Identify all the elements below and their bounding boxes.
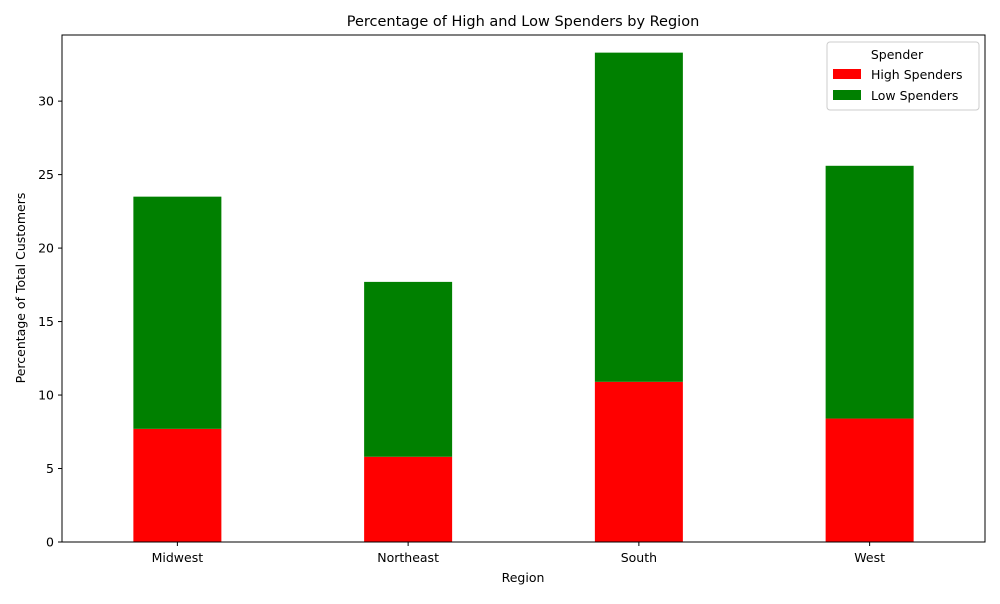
legend-items: High Spenders Low Spenders xyxy=(833,67,962,103)
bar-high-spenders-midwest xyxy=(133,428,222,542)
y-axis-label: Percentage of Total Customers xyxy=(13,193,28,384)
x-axis-label: Region xyxy=(502,570,545,585)
x-axis-ticks: Midwest Northeast South West xyxy=(152,542,885,565)
y-tick-label: 5 xyxy=(46,461,54,476)
legend-frame xyxy=(826,41,980,111)
x-tick-label: West xyxy=(854,550,885,565)
legend-swatch-high-spenders xyxy=(833,69,861,79)
legend-title: Spender xyxy=(871,47,924,62)
y-tick-label: 30 xyxy=(38,94,54,109)
y-tick-label: 10 xyxy=(38,388,54,403)
bar-high-spenders-south xyxy=(594,381,683,542)
x-tick-label: Midwest xyxy=(152,550,204,565)
legend-swatch-low-spenders xyxy=(833,90,861,100)
bars-group xyxy=(133,52,914,542)
legend-label-low-spenders: Low Spenders xyxy=(871,88,958,103)
bar-low-spenders-midwest xyxy=(133,196,222,429)
bar-high-spenders-west xyxy=(825,418,914,542)
plot-frame xyxy=(61,34,986,543)
bar-low-spenders-west xyxy=(825,165,914,419)
y-tick-label: 0 xyxy=(46,535,54,550)
y-tick-label: 15 xyxy=(38,314,54,329)
x-tick-label: Northeast xyxy=(377,550,439,565)
y-axis-ticks: 0 5 10 15 20 25 30 xyxy=(38,94,62,550)
bar-low-spenders-northeast xyxy=(364,281,453,457)
y-tick-label: 25 xyxy=(38,167,54,182)
y-tick-label: 20 xyxy=(38,241,54,256)
legend-label-high-spenders: High Spenders xyxy=(871,67,962,82)
x-tick-label: South xyxy=(621,550,657,565)
bar-low-spenders-south xyxy=(594,52,683,382)
legend: Spender High Spenders Low Spenders xyxy=(826,41,980,111)
chart-title: Percentage of High and Low Spenders by R… xyxy=(347,14,700,30)
bar-high-spenders-northeast xyxy=(364,456,453,542)
